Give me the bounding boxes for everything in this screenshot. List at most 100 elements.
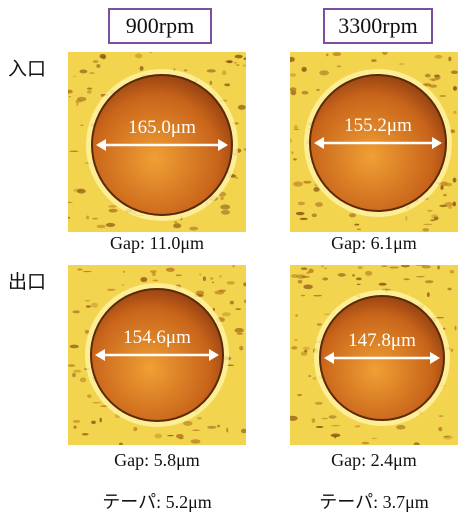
texture [220,205,230,210]
texture [218,290,226,292]
texture [425,74,431,78]
texture [238,105,246,110]
texture [73,76,76,78]
texture [304,350,307,353]
texture [184,69,187,71]
texture [219,275,222,277]
texture [174,221,178,223]
texture [301,295,306,296]
texture [197,417,202,420]
diameter-label: 165.0μm [128,117,196,138]
texture [450,270,454,273]
texture [79,69,87,73]
micrograph: 165.0μm [68,52,246,232]
texture [222,70,226,75]
texture [233,62,237,64]
texture [154,434,162,439]
texture [225,60,233,63]
texture [74,425,77,428]
texture [100,418,102,423]
texture [106,223,115,227]
texture [358,266,363,269]
texture [107,289,116,291]
texture [451,71,458,74]
texture [293,158,297,160]
texture [294,339,298,341]
texture [316,89,320,91]
texture [435,75,441,80]
texture [77,97,87,102]
texture [453,202,456,207]
texture [371,59,377,62]
row-label: 入口 [8,54,46,81]
taper-label: テーパ: 3.7μm [290,488,458,514]
texture [430,219,435,221]
texture [357,229,361,230]
texture [93,60,99,63]
texture [210,81,213,85]
texture [108,205,117,207]
texture [92,402,100,403]
texture [140,66,144,71]
texture [315,402,323,405]
texture [212,282,214,284]
texture [321,418,328,420]
micrograph: 155.2μm [290,52,458,232]
texture [333,52,341,56]
column-header: 3300rpm [323,8,433,44]
texture [448,57,451,62]
row-label: 出口 [8,267,46,294]
diameter-label: 154.6μm [123,327,191,348]
texture [295,314,298,317]
texture [453,178,457,183]
texture [431,79,435,81]
texture [301,91,308,95]
texture [199,273,201,276]
texture [291,346,297,349]
texture [322,277,328,280]
texture [140,277,147,282]
texture [453,111,456,114]
texture [133,427,137,431]
texture [453,86,457,91]
texture [437,265,440,269]
texture [167,435,174,436]
texture [316,426,324,428]
texture [210,277,214,279]
texture [76,101,78,106]
texture [365,271,372,276]
texture [80,124,83,126]
texture [427,292,430,297]
texture [217,425,220,428]
texture [422,228,429,232]
texture [300,218,308,220]
texture [237,333,243,335]
micrograph: 147.8μm [290,265,458,445]
texture [91,303,98,308]
diameter-label: 147.8μm [348,330,416,351]
texture [239,346,243,351]
texture [317,323,322,325]
texture [191,439,201,443]
texture [303,181,312,184]
texture [298,202,305,206]
texture [405,216,407,221]
texture [221,210,230,215]
texture [68,364,75,366]
texture [321,266,324,267]
texture [123,271,126,273]
diameter-label: 155.2μm [344,115,412,136]
texture [73,420,81,423]
texture [301,267,308,270]
texture [152,272,156,276]
texture [312,418,316,423]
texture [220,197,224,200]
texture [70,345,79,349]
texture [313,377,316,380]
texture [91,421,96,424]
gap-label: Gap: 6.1μm [290,233,458,254]
texture [235,55,243,59]
texture [179,437,184,439]
texture [122,285,125,286]
texture [315,202,323,207]
